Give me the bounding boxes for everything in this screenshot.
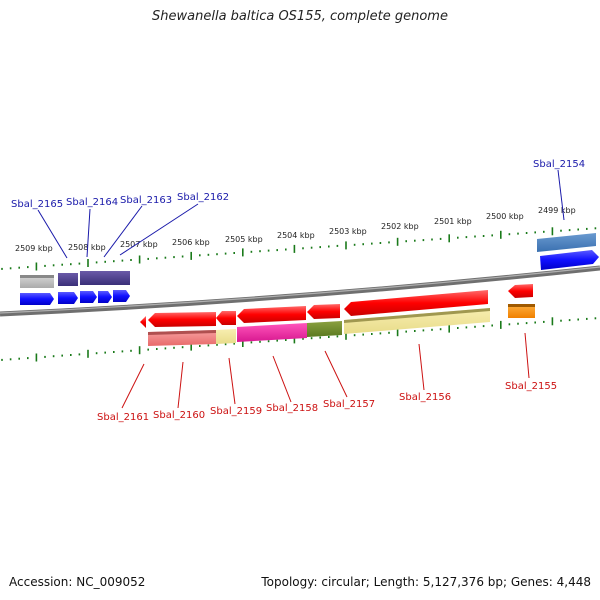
gene-arrow-sbal-2156[interactable]	[344, 290, 488, 316]
gene-label[interactable]: Sbal_2160	[153, 410, 205, 421]
feature-box-sbal-2165	[20, 275, 54, 288]
gene-arrow-sbal-2158[interactable]	[237, 306, 306, 323]
gene-arrow-sbal-2157[interactable]	[307, 304, 340, 319]
position-label: 2508 kbp	[68, 243, 106, 252]
feature-box-sbal-2159	[216, 329, 236, 344]
forward-callouts	[37, 169, 565, 259]
gene-label[interactable]: Sbal_2158	[266, 403, 318, 414]
position-label: 2503 kbp	[329, 227, 367, 236]
position-label: 2502 kbp	[381, 222, 419, 231]
gene-arrow-sbal-2163b[interactable]	[98, 291, 112, 303]
position-label: 2501 kbp	[434, 217, 472, 226]
gene-arrow-sbal-2159[interactable]	[216, 311, 236, 325]
gene-label[interactable]: Sbal_2164	[66, 197, 118, 208]
reverse-genes	[140, 284, 535, 346]
feature-box-sbal-2158	[237, 323, 307, 342]
feature-box-sbal-2164	[58, 273, 78, 286]
gene-arrow-sbal-2164[interactable]	[58, 292, 78, 304]
gene-label[interactable]: Sbal_2159	[210, 406, 262, 417]
gene-label[interactable]: Sbal_2157	[323, 399, 375, 410]
gene-label[interactable]: Sbal_2162	[177, 192, 229, 203]
upper-tick-ruler	[1, 227, 597, 271]
gene-labels: Sbal_2165 Sbal_2164 Sbal_2163 Sbal_2162 …	[11, 159, 585, 423]
gene-arrow-sbal-2155[interactable]	[508, 284, 533, 298]
position-label: 2506 kbp	[172, 238, 210, 247]
feature-box-sbal-2157	[307, 321, 342, 337]
genome-summary-text: Topology: circular; Length: 5,127,376 bp…	[261, 575, 591, 589]
gene-label[interactable]: Sbal_2154	[533, 159, 585, 170]
position-label: 2504 kbp	[277, 231, 315, 240]
position-labels: 2509 kbp 2508 kbp 2507 kbp 2506 kbp 2505…	[15, 206, 576, 253]
feature-box-sbal-2163	[80, 271, 130, 285]
forward-genes	[20, 233, 599, 305]
gene-arrow-sbal-2160[interactable]	[148, 312, 216, 327]
genome-backbone	[0, 265, 600, 317]
gene-arrow-sbal-2161[interactable]	[140, 316, 146, 328]
position-label: 2499 kbp	[538, 206, 576, 215]
gene-label[interactable]: Sbal_2155	[505, 381, 557, 392]
gene-arrow-sbal-2154[interactable]	[540, 250, 599, 270]
map-title: Shewanella baltica OS155, complete genom…	[152, 9, 448, 24]
gene-arrow-sbal-2163[interactable]	[80, 291, 97, 303]
feature-box-sbal-2155	[508, 304, 535, 318]
position-label: 2509 kbp	[15, 244, 53, 253]
gene-label[interactable]: Sbal_2165	[11, 199, 63, 210]
reverse-callouts	[121, 332, 530, 409]
gene-label[interactable]: Sbal_2163	[120, 195, 172, 206]
position-label: 2505 kbp	[225, 235, 263, 244]
gene-label[interactable]: Sbal_2156	[399, 392, 451, 403]
accession-text: Accession: NC_009052	[9, 575, 146, 589]
gene-arrow-sbal-2162[interactable]	[113, 290, 130, 302]
gene-arrow-sbal-2165[interactable]	[20, 293, 54, 305]
gene-label[interactable]: Sbal_2161	[97, 412, 149, 423]
position-label: 2500 kbp	[486, 212, 524, 221]
position-label: 2507 kbp	[120, 240, 158, 249]
feature-box-sbal-2156	[344, 308, 490, 334]
feature-box-sbal-2154	[537, 233, 596, 252]
